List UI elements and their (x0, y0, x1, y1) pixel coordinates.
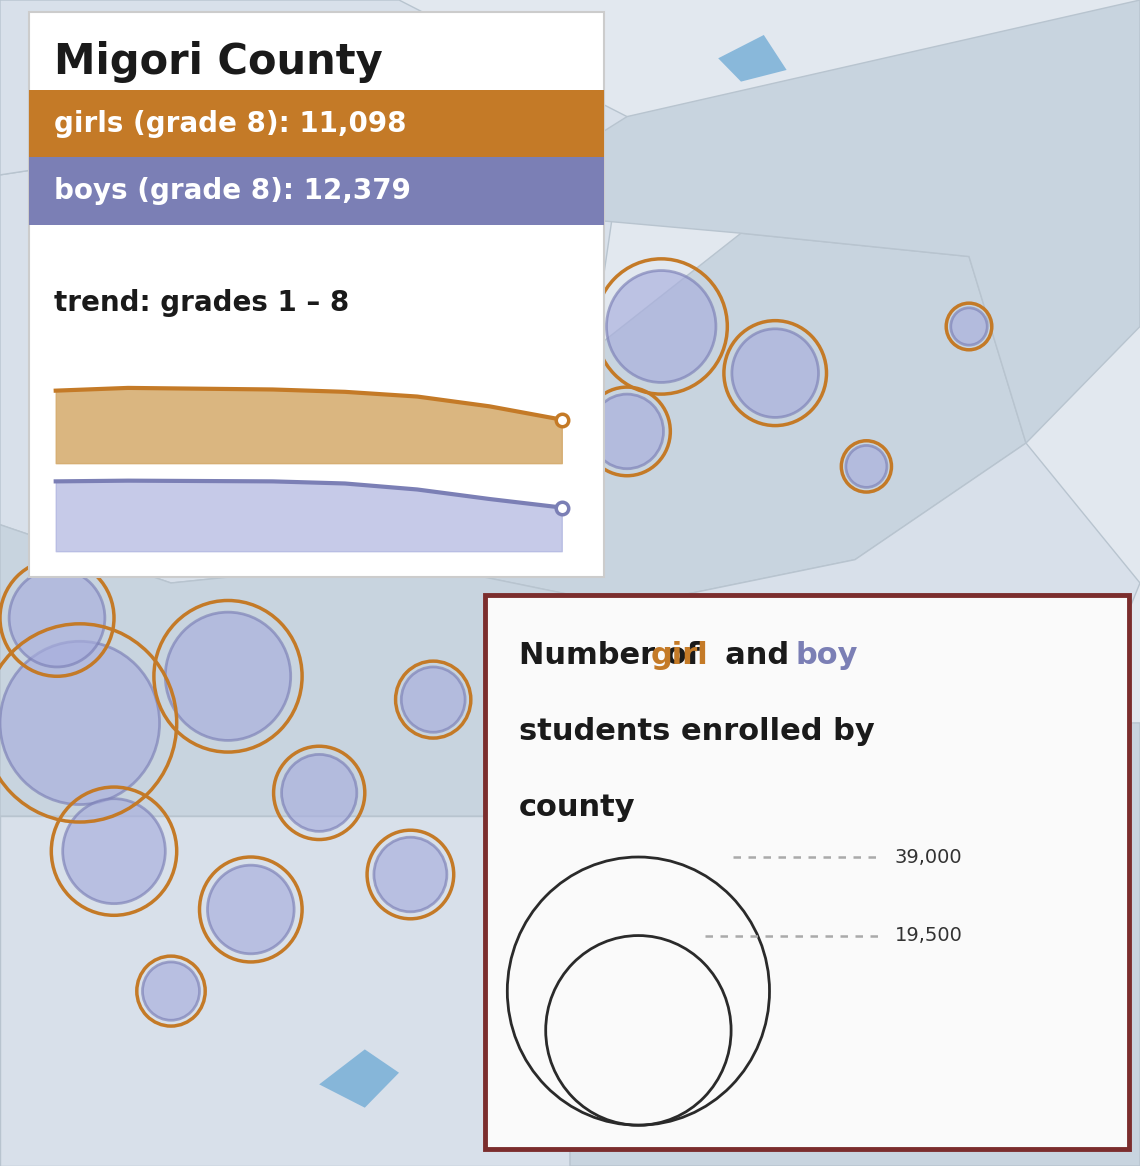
Polygon shape (627, 1108, 684, 1131)
Text: and: and (703, 641, 809, 670)
Polygon shape (570, 443, 1140, 840)
Circle shape (374, 837, 447, 912)
Polygon shape (479, 0, 1140, 443)
Polygon shape (798, 1038, 855, 1096)
Text: Kenya: Kenya (683, 642, 754, 663)
FancyBboxPatch shape (28, 90, 604, 157)
Polygon shape (0, 0, 627, 350)
Text: county: county (519, 793, 635, 822)
Circle shape (606, 271, 716, 382)
Polygon shape (0, 140, 593, 583)
Circle shape (207, 865, 294, 954)
Circle shape (401, 667, 465, 732)
Text: trend: grades 1 – 8: trend: grades 1 – 8 (54, 289, 349, 317)
Circle shape (142, 962, 200, 1020)
Text: 39,000: 39,000 (895, 848, 962, 866)
Polygon shape (570, 723, 1140, 1166)
Circle shape (165, 612, 291, 740)
Circle shape (0, 641, 160, 805)
Polygon shape (399, 12, 456, 58)
Text: 19,500: 19,500 (895, 926, 963, 946)
Polygon shape (718, 35, 787, 82)
Circle shape (9, 569, 105, 667)
Circle shape (63, 799, 165, 904)
Polygon shape (935, 1061, 1015, 1131)
Text: students enrolled by: students enrolled by (519, 717, 874, 746)
FancyBboxPatch shape (484, 595, 1129, 1149)
Polygon shape (319, 1049, 399, 1108)
Polygon shape (0, 816, 570, 1166)
Text: Number of: Number of (519, 641, 710, 670)
Polygon shape (399, 210, 1026, 606)
Circle shape (591, 394, 663, 469)
Text: girls (grade 8): 11,098: girls (grade 8): 11,098 (54, 110, 406, 138)
Polygon shape (0, 525, 627, 816)
FancyBboxPatch shape (28, 12, 604, 577)
Circle shape (282, 754, 357, 831)
Circle shape (846, 445, 887, 487)
Text: Migori County: Migori County (54, 41, 382, 83)
Text: girl: girl (651, 641, 708, 670)
Circle shape (732, 329, 819, 417)
Text: boy: boy (796, 641, 858, 670)
Circle shape (951, 308, 987, 345)
FancyBboxPatch shape (28, 157, 604, 225)
Text: boys (grade 8): 12,379: boys (grade 8): 12,379 (54, 177, 410, 205)
